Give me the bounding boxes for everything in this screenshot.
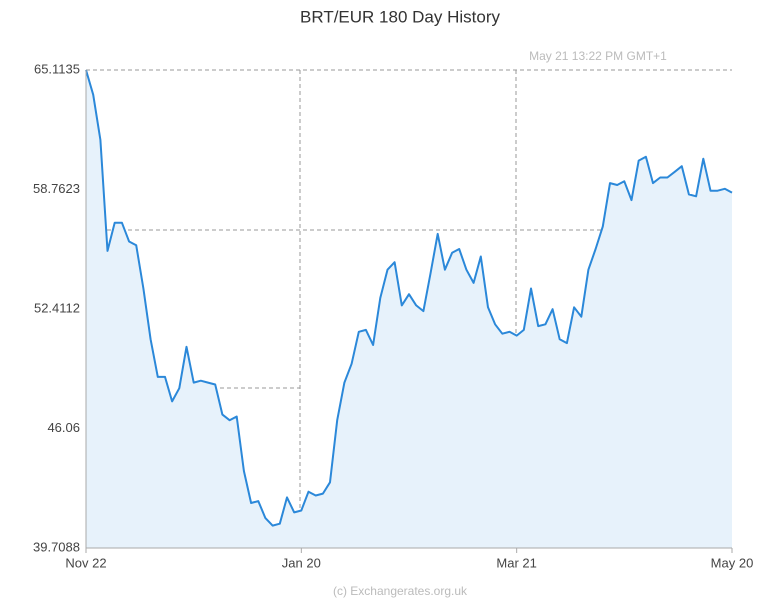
x-tick-label: Jan 20 — [282, 555, 321, 570]
y-tick-label: 46.06 — [47, 420, 80, 435]
y-tick-label: 39.7088 — [33, 539, 80, 554]
chart-title: BRT/EUR 180 Day History — [300, 7, 500, 26]
footer: (c) Exchangerates.org.uk — [333, 584, 468, 598]
y-tick-label: 52.4112 — [34, 300, 80, 315]
y-tick-label: 65.1135 — [34, 61, 80, 76]
line — [85, 69, 733, 527]
y-tick-label: 58.7623 — [33, 181, 80, 196]
x-tick-label: Mar 21 — [496, 555, 536, 570]
x-tick-label: May 20 — [711, 555, 754, 570]
x-tick-label: Nov 22 — [65, 555, 106, 570]
area — [86, 70, 732, 548]
annotation: May 21 13:22 PM GMT+1 — [529, 49, 667, 63]
